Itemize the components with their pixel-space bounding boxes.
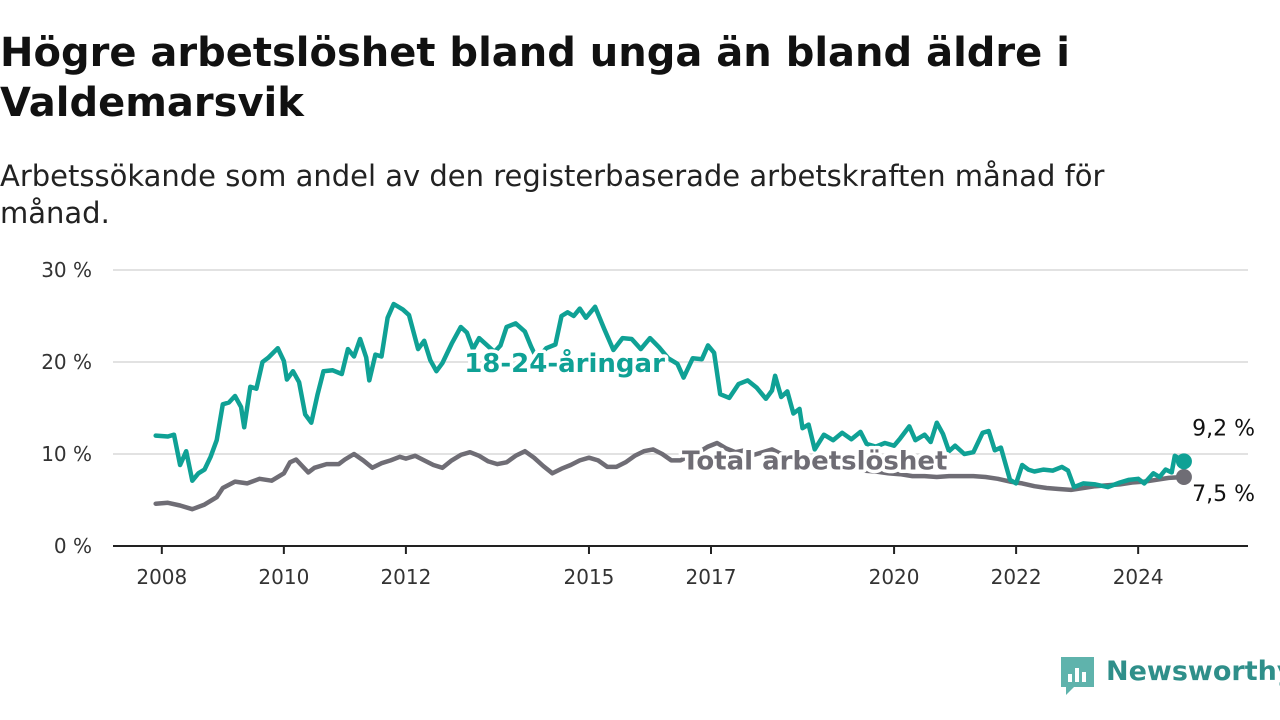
series-label-0: 18-24-åringar [464,347,665,379]
chart-subtitle: Arbetssökande som andel av den registerb… [0,159,1105,230]
newsworthy-logo: Newsworthy [1058,654,1280,698]
series-line-0 [153,301,1187,490]
y-tick-label: 10 % [41,442,92,466]
x-tick-label: 2022 [991,565,1042,589]
y-tick-label: 30 % [41,258,92,282]
x-tick-label: 2012 [380,565,431,589]
series-end-point-0 [1175,453,1192,470]
newsworthy-logo-icon [1061,657,1094,695]
x-tick-label: 2008 [136,565,187,589]
end-value-label-0: 9,2 % [1192,417,1255,442]
end-value-label-1: 7,5 % [1192,482,1255,507]
grid: 0 % 10 % 20 % 30 % 2008 2010 2012 2015 2017 2020 2… [41,258,1248,589]
series-label-1: Total arbetslöshet [682,447,947,477]
series-line-1 [153,440,1187,512]
y-tick-label: 0 % [54,534,92,558]
series-end-point-1 [1175,469,1192,485]
x-tick-label: 2017 [686,565,737,589]
newsworthy-logo-text: Newsworthy [1106,656,1280,687]
x-tick-label: 2020 [869,565,920,589]
series-labels: 18-24-åringar Total arbetslöshet 9,2 % 7,5 … [461,344,1258,510]
y-tick-label: 20 % [41,350,92,374]
series-lines [153,301,1192,512]
x-tick-label: 2010 [258,565,309,589]
x-tick-label: 2015 [564,565,615,589]
chart-title: Högre arbetslöshet bland unga än bland ä… [0,30,1070,126]
x-tick-label: 2024 [1113,565,1164,589]
